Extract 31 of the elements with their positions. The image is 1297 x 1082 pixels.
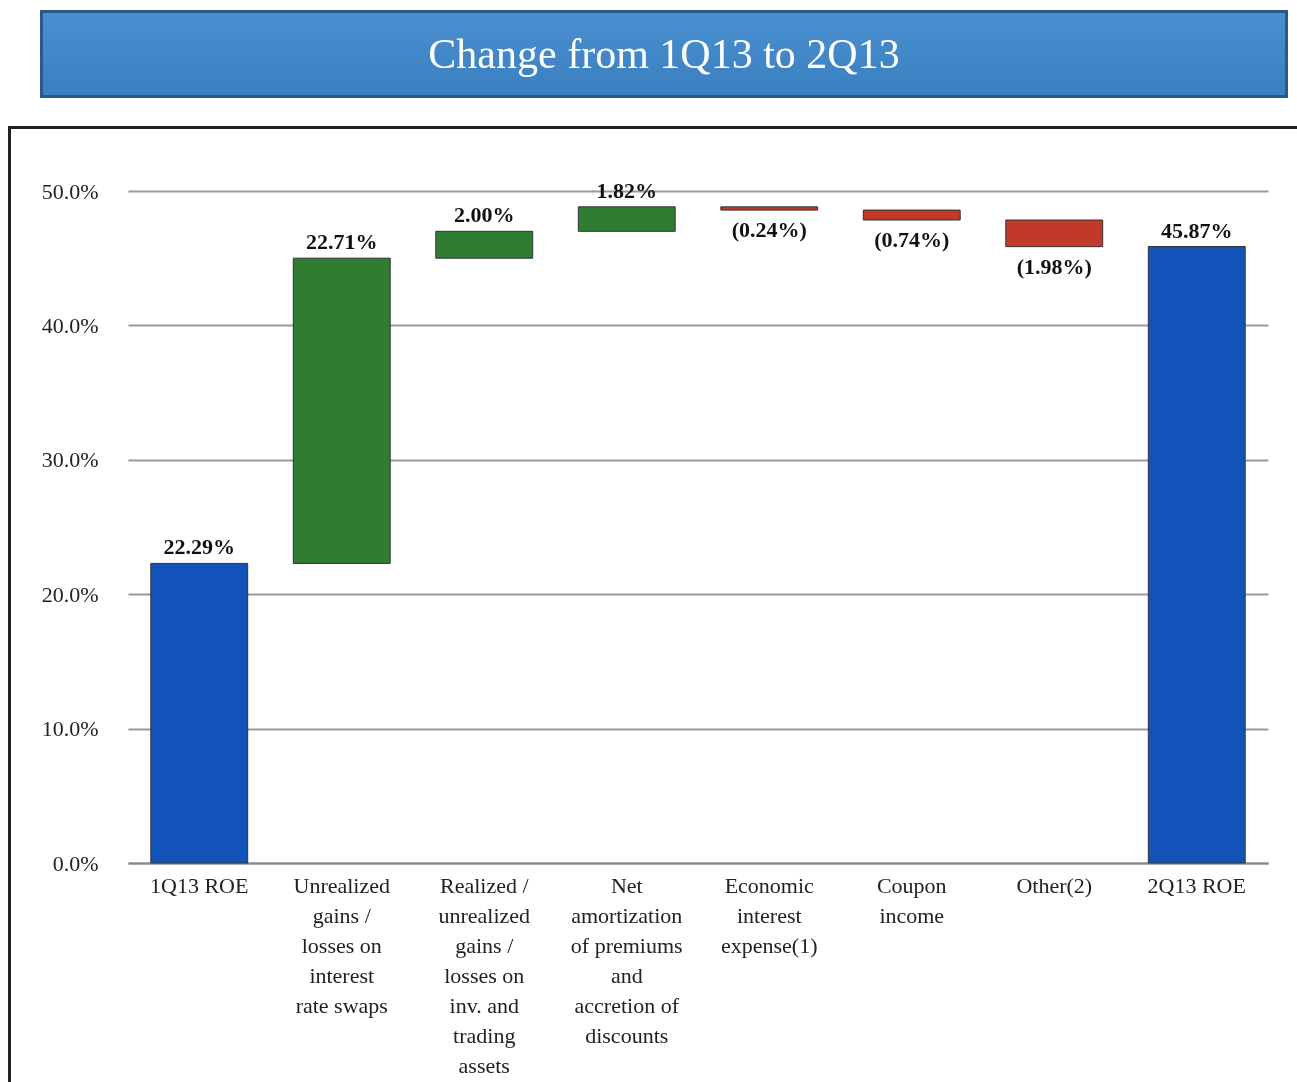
data-label: (1.98%): [1016, 253, 1092, 279]
bar: [577, 206, 676, 232]
x-tick-label: Realized / unrealized gains / losses on inv. and trading assets: [438, 872, 531, 1078]
bar: [1147, 246, 1246, 864]
x-tick-label: Unrealized gains / losses on interest rate swaps: [293, 872, 390, 1018]
data-label: 22.29%: [163, 534, 235, 560]
y-tick-label: 50.0%: [41, 178, 99, 204]
x-tick-label: Economic interest expense(1): [720, 872, 818, 958]
y-tick-label: 20.0%: [41, 581, 99, 607]
bar: [862, 209, 961, 221]
x-tick-label: Net amortization of premiums and accretion of discounts: [570, 872, 683, 1048]
x-tick-label: Coupon income: [876, 872, 947, 928]
x-tick-label: 2Q13 ROE: [1147, 872, 1246, 898]
data-label: (0.24%): [731, 217, 807, 243]
bar: [150, 562, 249, 864]
bar: [720, 206, 819, 211]
y-tick-label: 10.0%: [41, 716, 99, 742]
bar: [435, 230, 534, 259]
data-label: (0.74%): [874, 227, 950, 253]
y-tick-label: 30.0%: [41, 447, 99, 473]
data-label: 1.82%: [596, 177, 657, 203]
y-tick-label: 0.0%: [52, 850, 99, 876]
data-label: 22.71%: [306, 229, 378, 255]
data-label: 45.87%: [1161, 217, 1233, 243]
bar: [1005, 219, 1104, 248]
data-label: 2.00%: [454, 202, 515, 228]
x-tick-label: Other(2): [1016, 872, 1093, 898]
bar: [292, 257, 391, 564]
x-tick-label: 1Q13 ROE: [150, 872, 249, 898]
y-tick-label: 40.0%: [41, 312, 99, 338]
chart-title: Change from 1Q13 to 2Q13: [40, 10, 1288, 98]
